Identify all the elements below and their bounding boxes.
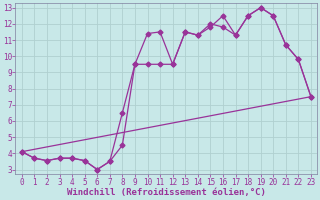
X-axis label: Windchill (Refroidissement éolien,°C): Windchill (Refroidissement éolien,°C) bbox=[67, 188, 266, 197]
